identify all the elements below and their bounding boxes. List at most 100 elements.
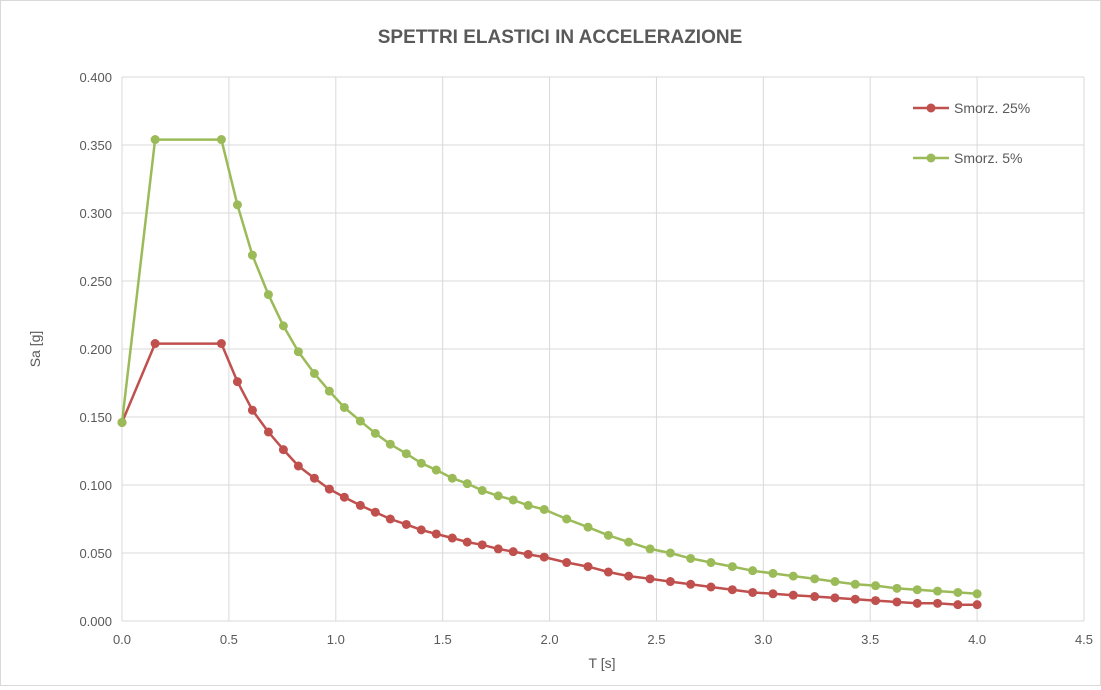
data-point — [293, 461, 303, 471]
y-tick-label: 0.100 — [79, 478, 112, 493]
data-point — [216, 339, 226, 349]
data-point — [953, 600, 963, 610]
data-point — [355, 416, 365, 426]
y-axis-label: Sa [g] — [27, 331, 43, 368]
data-point — [583, 522, 593, 532]
x-tick-label: 1.0 — [327, 632, 345, 647]
data-point — [583, 562, 593, 572]
data-point — [850, 579, 860, 589]
data-point — [477, 540, 487, 550]
data-point — [324, 484, 334, 494]
x-tick-label: 4.0 — [968, 632, 986, 647]
y-tick-label: 0.000 — [79, 614, 112, 629]
data-point — [624, 537, 634, 547]
data-point — [370, 428, 380, 438]
chart-title: SPETTRI ELASTICI IN ACCELERAZIONE — [378, 27, 743, 48]
data-point — [508, 547, 518, 557]
data-point — [263, 427, 273, 437]
data-point — [645, 574, 655, 584]
data-point — [416, 458, 426, 468]
data-point — [810, 592, 820, 602]
data-point — [385, 439, 395, 449]
data-point — [912, 585, 922, 595]
data-point — [727, 585, 737, 595]
data-point — [247, 250, 257, 260]
data-point — [232, 377, 242, 387]
x-tick-label: 3.0 — [754, 632, 772, 647]
data-point — [477, 485, 487, 495]
data-point — [416, 525, 426, 535]
data-point — [309, 368, 319, 378]
data-point — [401, 519, 411, 529]
data-point — [748, 587, 758, 597]
legend-item: Smorz. 5% — [913, 150, 1022, 166]
y-tick-label: 0.300 — [79, 206, 112, 221]
y-tick-label: 0.200 — [79, 342, 112, 357]
data-point — [293, 347, 303, 357]
data-point — [431, 465, 441, 475]
data-point — [665, 548, 675, 558]
x-tick-label: 2.0 — [541, 632, 559, 647]
data-point — [278, 445, 288, 455]
data-point — [830, 593, 840, 603]
y-tick-label: 0.150 — [79, 410, 112, 425]
data-point — [339, 492, 349, 502]
data-point — [150, 339, 160, 349]
series-group — [117, 135, 982, 610]
data-point — [309, 473, 319, 483]
legend-item: Smorz. 25% — [913, 100, 1030, 116]
x-tick-label: 2.5 — [647, 632, 665, 647]
x-tick-label: 0.0 — [113, 632, 131, 647]
legend-label: Smorz. 25% — [954, 100, 1030, 116]
y-tick-label: 0.250 — [79, 274, 112, 289]
data-point — [933, 598, 943, 608]
data-point — [748, 566, 758, 576]
data-point — [850, 594, 860, 604]
x-tick-label: 0.5 — [220, 632, 238, 647]
data-point — [562, 558, 572, 568]
data-point — [247, 405, 257, 415]
data-point — [706, 558, 716, 568]
data-point — [447, 533, 457, 543]
series-smorz-5 — [117, 135, 982, 599]
data-point — [768, 589, 778, 599]
data-point — [810, 574, 820, 584]
data-point — [972, 589, 982, 599]
data-point — [892, 597, 902, 607]
data-point — [447, 473, 457, 483]
data-point — [892, 583, 902, 593]
data-point — [523, 500, 533, 510]
data-point — [830, 577, 840, 587]
legend-marker — [926, 153, 936, 163]
data-point — [278, 321, 288, 331]
data-point — [462, 479, 472, 489]
data-point — [539, 552, 549, 562]
y-tick-label: 0.050 — [79, 546, 112, 561]
y-tick-label: 0.400 — [79, 70, 112, 85]
data-point — [263, 290, 273, 300]
data-point — [953, 587, 963, 597]
data-point — [523, 549, 533, 559]
data-point — [788, 571, 798, 581]
x-tick-label: 4.5 — [1075, 632, 1093, 647]
data-point — [871, 596, 881, 606]
legend-label: Smorz. 5% — [954, 150, 1022, 166]
data-point — [370, 507, 380, 517]
data-point — [727, 562, 737, 572]
data-point — [768, 568, 778, 578]
data-point — [493, 544, 503, 554]
data-point — [972, 600, 982, 610]
data-point — [324, 386, 334, 396]
data-point — [150, 135, 160, 145]
data-point — [401, 449, 411, 459]
legend-marker — [926, 103, 936, 113]
data-point — [624, 571, 634, 581]
data-point — [686, 553, 696, 563]
x-tick-labels: 0.0 0.5 1.0 1.5 2.0 2.5 3.0 3.5 4.0 4.5 — [113, 632, 1093, 647]
data-point — [462, 537, 472, 547]
y-tick-labels: 0.000 0.050 0.100 0.150 0.200 0.250 0.300 0.350… — [79, 70, 112, 629]
data-point — [788, 590, 798, 600]
data-point — [508, 495, 518, 505]
